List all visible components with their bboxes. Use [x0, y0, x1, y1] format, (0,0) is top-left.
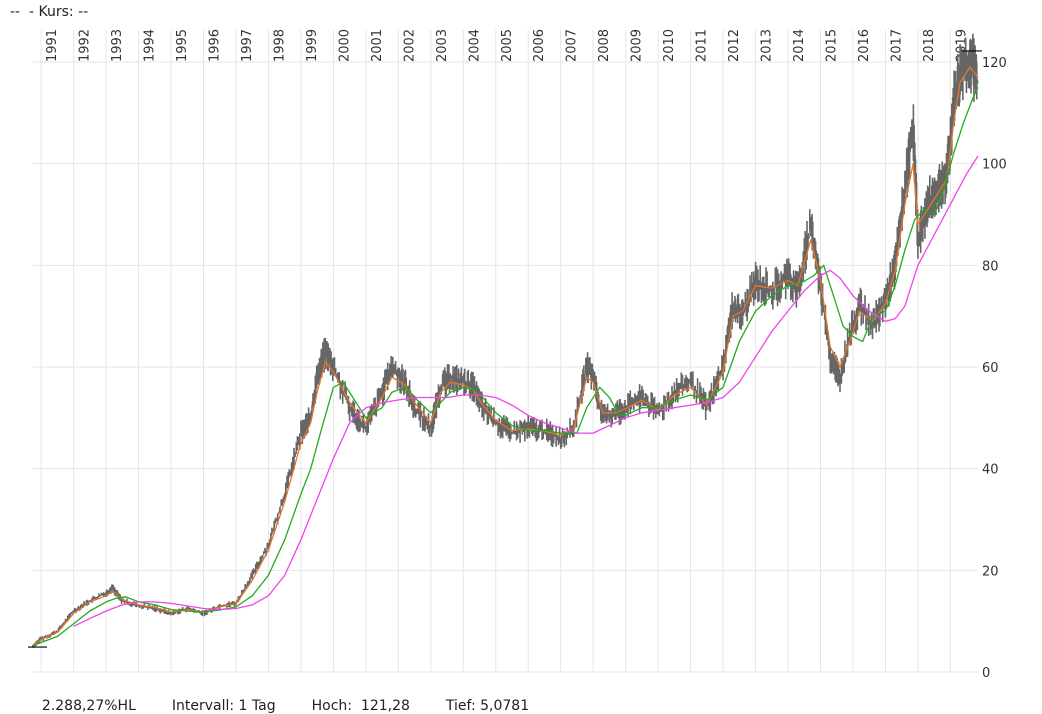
x-tick-label: 2000 [337, 29, 352, 62]
x-tick-label: 2010 [662, 29, 677, 62]
x-tick-label: 2012 [727, 29, 742, 62]
x-tick-label: 1994 [143, 29, 158, 62]
x-tick-label: 2014 [792, 29, 807, 62]
x-tick-label: 2004 [467, 29, 482, 62]
x-tick-label: 2016 [857, 29, 872, 62]
y-tick-label: 100 [982, 158, 1007, 173]
ma-lang-line [73, 155, 979, 627]
series-group [32, 33, 979, 648]
performance-label: 2.288,27%HL [41, 698, 136, 714]
x-tick-label: 2001 [370, 29, 385, 62]
x-tick-label: 1999 [305, 29, 320, 62]
y-axis-labels: 0 20 40 60 80 100 120 [982, 56, 1007, 681]
x-tick-label: 2003 [435, 29, 450, 62]
y-tick-label: 40 [982, 463, 999, 478]
x-tick-label: 1993 [110, 29, 125, 62]
y-tick-label: 80 [982, 259, 999, 274]
extreme-markers [28, 50, 982, 648]
x-tick-label: 2008 [597, 29, 612, 62]
price-close-line [32, 55, 979, 647]
low-label: Tief: 5,0781 [445, 698, 530, 714]
ma-mittel-line [32, 87, 979, 647]
x-tick-label: 1998 [272, 29, 287, 62]
interval-label: Intervall: 1 Tag [171, 698, 276, 714]
y-tick-label: 60 [982, 361, 999, 376]
x-tick-label: 1995 [175, 29, 190, 62]
y-tick-label: 120 [982, 56, 1007, 71]
x-tick-label: 2018 [922, 29, 937, 62]
x-tick-label: 2011 [695, 29, 710, 62]
x-tick-label: 1991 [45, 29, 60, 62]
chart-footer: 2.288,27%HL Intervall: 1 Tag Hoch: 121,28 T… [33, 682, 529, 714]
x-tick-label: 2015 [825, 29, 840, 62]
x-tick-label: 2017 [889, 29, 904, 62]
x-tick-label: 2013 [760, 29, 775, 62]
x-tick-label: 2002 [402, 29, 417, 62]
x-tick-label: 1997 [240, 29, 255, 62]
chart-title: -- - Kurs: -- [10, 4, 89, 20]
x-axis-labels: 1991 1992 1993 1994 1995 1996 1997 1998 1999 2000… [45, 29, 969, 62]
x-tick-label: 1996 [207, 29, 222, 62]
y-tick-label: 0 [982, 666, 990, 681]
grid [33, 30, 978, 673]
y-tick-label: 20 [982, 564, 999, 579]
high-label: Hoch: 121,28 [311, 698, 410, 714]
x-tick-label: 2006 [532, 29, 547, 62]
x-tick-label: 1992 [78, 29, 93, 62]
x-tick-label: 2007 [565, 29, 580, 62]
x-tick-label: 2005 [500, 29, 515, 62]
x-tick-label: 2009 [630, 29, 645, 62]
price-series [32, 33, 979, 648]
